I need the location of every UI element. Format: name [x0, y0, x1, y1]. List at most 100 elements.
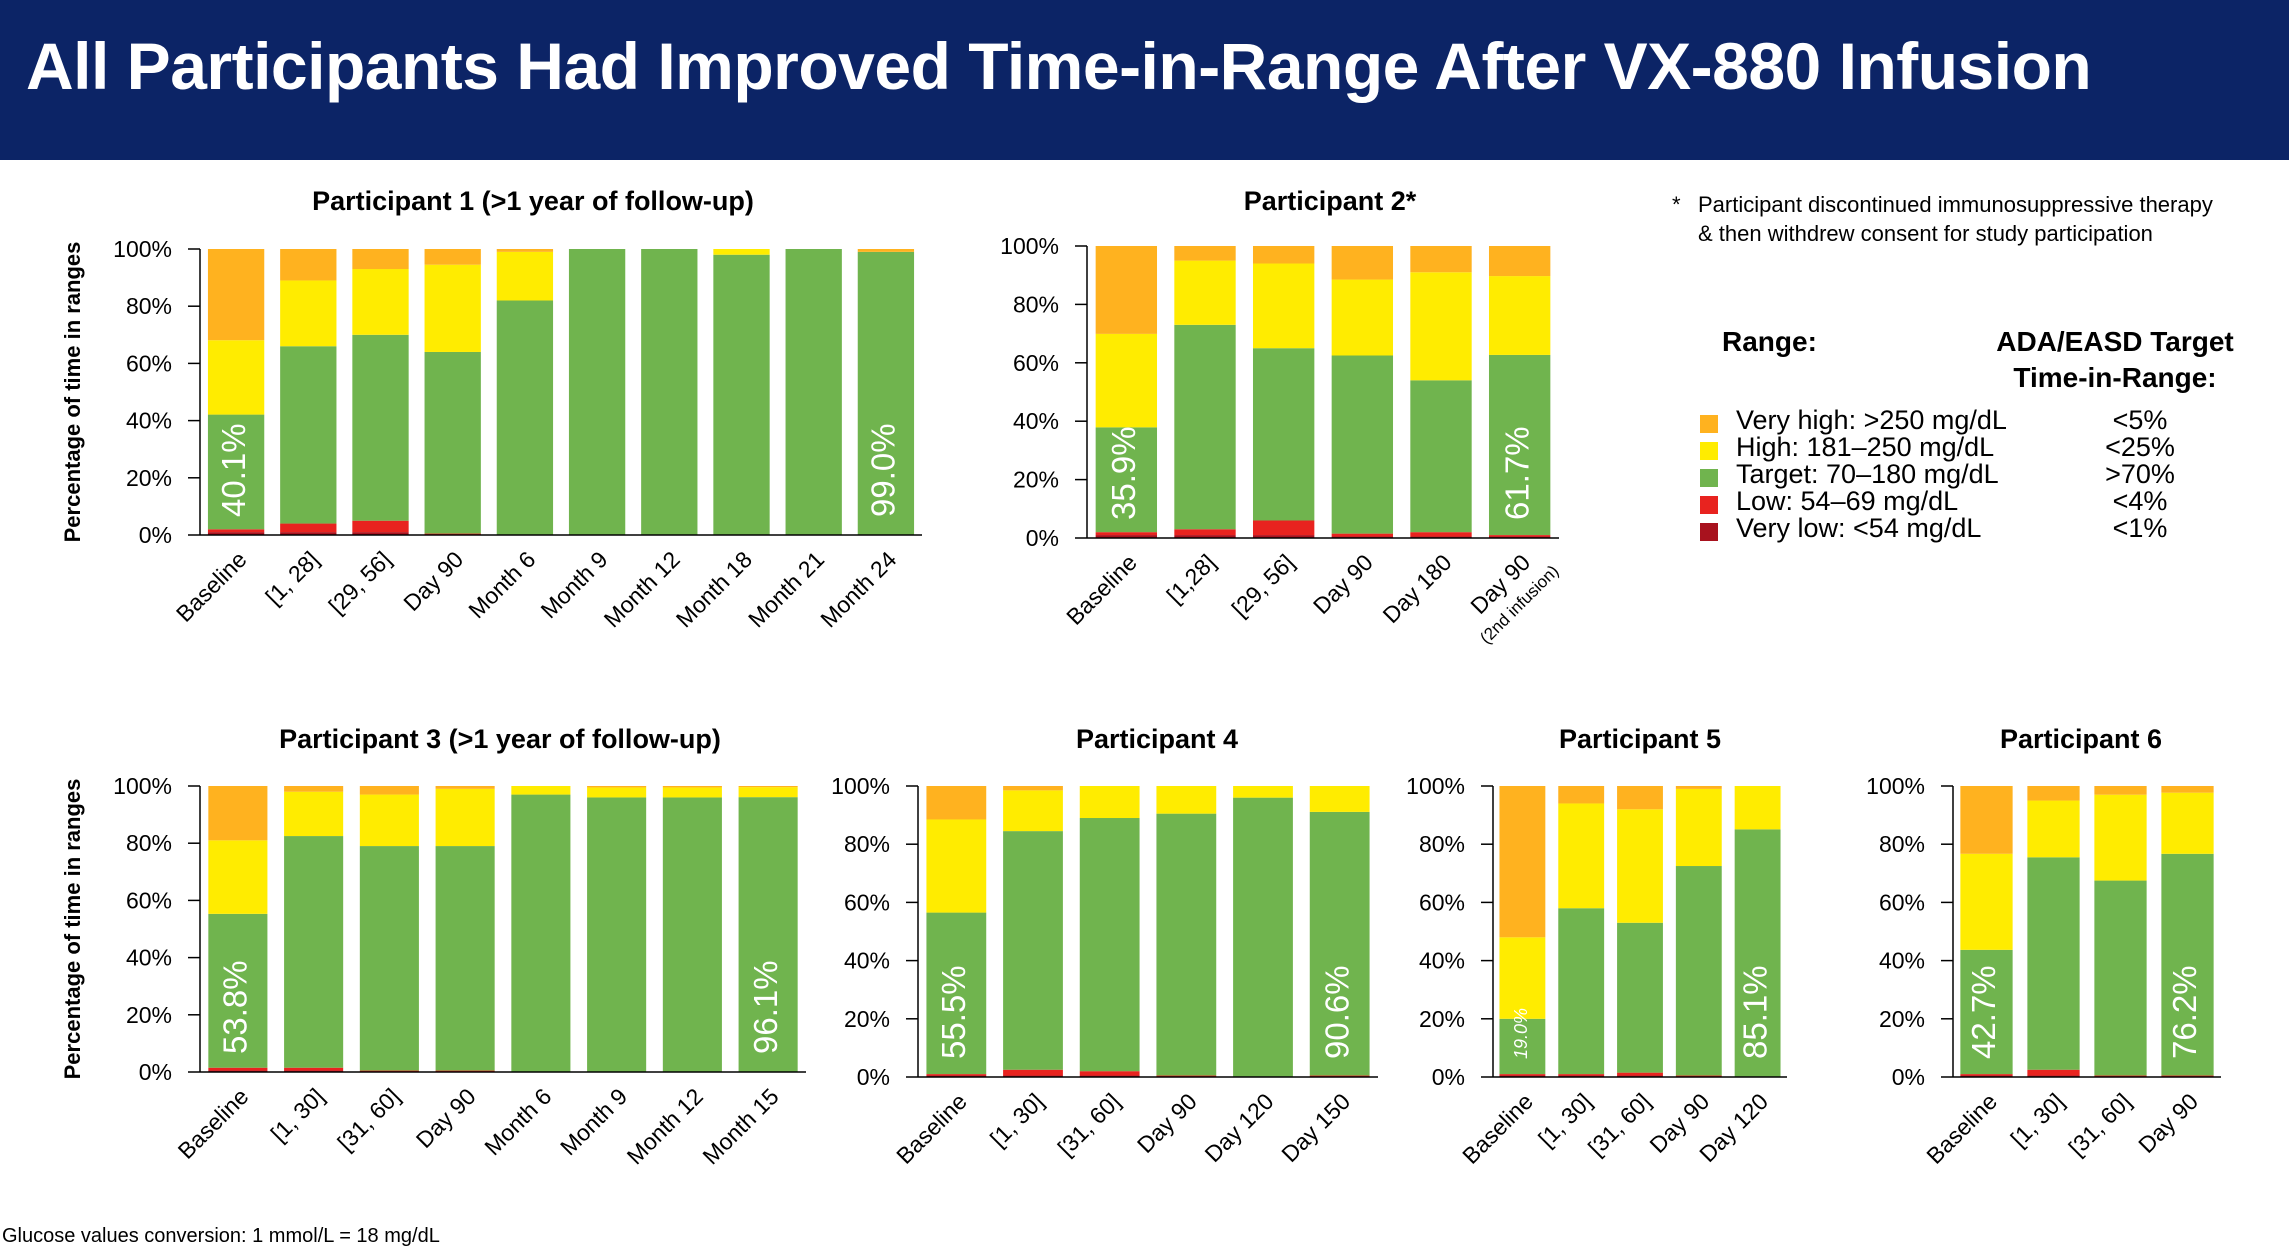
p5-bar-4-seg-5 — [1675, 786, 1722, 789]
p6-x-tick-label: [1, 30] — [2005, 1088, 2069, 1152]
p3-x-tick-label: Baseline — [173, 1083, 254, 1164]
p4-bar-4-seg-4 — [1156, 786, 1217, 814]
p4-y-tick-label: 100% — [831, 773, 890, 799]
p4-bar-1-seg-5 — [926, 786, 987, 820]
p3-bar-3-seg-4 — [359, 794, 419, 847]
p3-bar-7-seg-3 — [662, 797, 722, 1072]
p2-bar-3-seg-5 — [1252, 246, 1315, 264]
p1-x-tick-label: Day 90 — [398, 546, 468, 616]
p2-x-tick-label: Baseline — [1061, 549, 1142, 630]
p3-bar-4-seg-5 — [435, 786, 495, 789]
p2-data-label: 61.7% — [1498, 426, 1535, 520]
p1-bar-1-seg-1 — [207, 532, 265, 535]
p5-bar-5-seg-3 — [1734, 829, 1781, 1077]
p2-y-tick-label: 80% — [1013, 291, 1059, 317]
p6-bar-4-seg-3 — [2161, 853, 2214, 1076]
p1-x-tick-label: Month 18 — [671, 546, 757, 632]
p2-y-tick-label: 60% — [1013, 350, 1059, 376]
p4-data-label: 90.6% — [1318, 965, 1355, 1059]
p6-x-tick-label: [31, 60] — [2063, 1088, 2136, 1161]
p6-data-label: 42.7% — [1965, 965, 2002, 1059]
p4-x-tick-label: Day 120 — [1200, 1088, 1279, 1167]
p6-bar-2-seg-2 — [2027, 1069, 2080, 1076]
p4-y-tick-label: 0% — [857, 1064, 890, 1090]
p4-y-tick-label: 60% — [844, 889, 890, 915]
p5-data-label: 85.1% — [1736, 965, 1773, 1059]
p4-bar-2-seg-3 — [1003, 831, 1063, 1070]
p1-y-tick-label: 100% — [113, 236, 172, 262]
p2-y-tick-label: 0% — [1026, 525, 1059, 551]
p2-bar-3-seg-3 — [1252, 348, 1315, 521]
legend-target-header: ADA/EASD Target — [1996, 326, 2234, 357]
p1-bar-3-seg-3 — [352, 334, 409, 521]
p6-y-tick-label: 20% — [1879, 1006, 1925, 1032]
p3-bar-2-seg-3 — [284, 836, 344, 1068]
p5-y-tick-label: 0% — [1432, 1064, 1465, 1090]
p6-x-tick-label: Day 90 — [2133, 1088, 2203, 1158]
p5-bar-3-seg-2 — [1617, 1072, 1663, 1076]
p1-bar-4-seg-5 — [424, 249, 481, 265]
p3-bar-6-seg-5 — [587, 786, 647, 788]
p2-bar-3-seg-1 — [1252, 535, 1315, 538]
p2-bar-1-seg-1 — [1095, 535, 1158, 538]
legend-label-very-low: Very low: <54 mg/dL — [1736, 513, 1982, 543]
p5-x-tick-label: [31, 60] — [1583, 1088, 1656, 1161]
p1-y-axis-label: Percentage of time in ranges — [60, 242, 85, 543]
p1-bar-9-seg-3 — [785, 249, 842, 535]
p5-bar-3-seg-5 — [1617, 786, 1663, 810]
p6-bar-4-seg-5 — [2161, 786, 2214, 793]
p1-bar-5-seg-3 — [496, 300, 554, 535]
legend-swatch-very-high — [1700, 415, 1718, 433]
p2-bar-4-seg-5 — [1331, 246, 1394, 280]
conversion-note: Glucose values conversion: 1 mmol/L = 18… — [2, 1225, 440, 1247]
p6-y-tick-label: 100% — [1866, 773, 1925, 799]
p5-y-tick-label: 40% — [1419, 948, 1465, 974]
p3-bar-2-seg-2 — [284, 1067, 344, 1071]
p4-bar-1-seg-4 — [926, 819, 987, 913]
legend-swatch-low — [1700, 496, 1718, 514]
p5-bar-3-seg-3 — [1617, 922, 1663, 1073]
p2-bar-4-seg-2 — [1331, 533, 1394, 537]
p3-bar-1-seg-2 — [208, 1067, 268, 1071]
p1-bar-10-seg-5 — [857, 249, 915, 252]
p3-y-tick-label: 20% — [126, 1002, 172, 1028]
p3-bar-7-seg-4 — [662, 787, 722, 798]
p4-y-tick-label: 40% — [844, 948, 890, 974]
p4-x-tick-label: Baseline — [891, 1088, 972, 1169]
p4-x-tick-label: [31, 60] — [1053, 1088, 1126, 1161]
p4-bar-6-seg-4 — [1309, 786, 1370, 812]
p1-x-tick-label: [29, 56] — [323, 546, 396, 619]
p3-bar-5-seg-4 — [511, 786, 571, 795]
p6-bar-1-seg-5 — [1960, 786, 2013, 854]
p5-bar-5-seg-4 — [1734, 786, 1781, 830]
p6-chart-title: Participant 6 — [2000, 724, 2162, 754]
p1-y-tick-label: 40% — [126, 408, 172, 434]
p4-x-tick-label: Day 150 — [1276, 1088, 1355, 1167]
p5-x-tick-label: Baseline — [1457, 1088, 1538, 1169]
p6-x-tick-label: Baseline — [1921, 1088, 2002, 1169]
p5-bar-3-seg-4 — [1617, 809, 1663, 923]
p4-x-tick-label: Day 90 — [1132, 1088, 1202, 1158]
p1-bar-3-seg-4 — [352, 269, 409, 335]
p5-bar-1-seg-3 — [1499, 1018, 1546, 1075]
p6-y-tick-label: 80% — [1879, 831, 1925, 857]
p3-bar-5-seg-3 — [511, 794, 571, 1072]
footnote-star: * — [1672, 192, 1681, 217]
p6-bar-1-seg-3 — [1960, 949, 2013, 1075]
p1-bar-8-seg-4 — [713, 249, 770, 255]
p2-bar-5-seg-5 — [1410, 246, 1472, 273]
p5-y-tick-label: 20% — [1419, 1006, 1465, 1032]
legend-label-target: Target: 70–180 mg/dL — [1736, 459, 1999, 489]
p1-bar-5-seg-5 — [496, 249, 554, 252]
p6-bar-3-seg-3 — [2094, 880, 2147, 1076]
p1-chart-title: Participant 1 (>1 year of follow-up) — [312, 186, 754, 216]
p3-y-tick-label: 60% — [126, 887, 172, 913]
p1-x-tick-label: Baseline — [171, 546, 252, 627]
p6-bar-3-seg-4 — [2094, 794, 2147, 881]
p4-bar-6-seg-3 — [1309, 811, 1370, 1076]
p3-bar-2-seg-5 — [284, 786, 344, 792]
p2-bar-6-seg-2 — [1488, 535, 1551, 537]
p2-bar-3-seg-2 — [1252, 520, 1315, 536]
p2-bar-5-seg-3 — [1410, 380, 1472, 533]
p1-x-tick-label: [1, 28] — [260, 546, 324, 610]
